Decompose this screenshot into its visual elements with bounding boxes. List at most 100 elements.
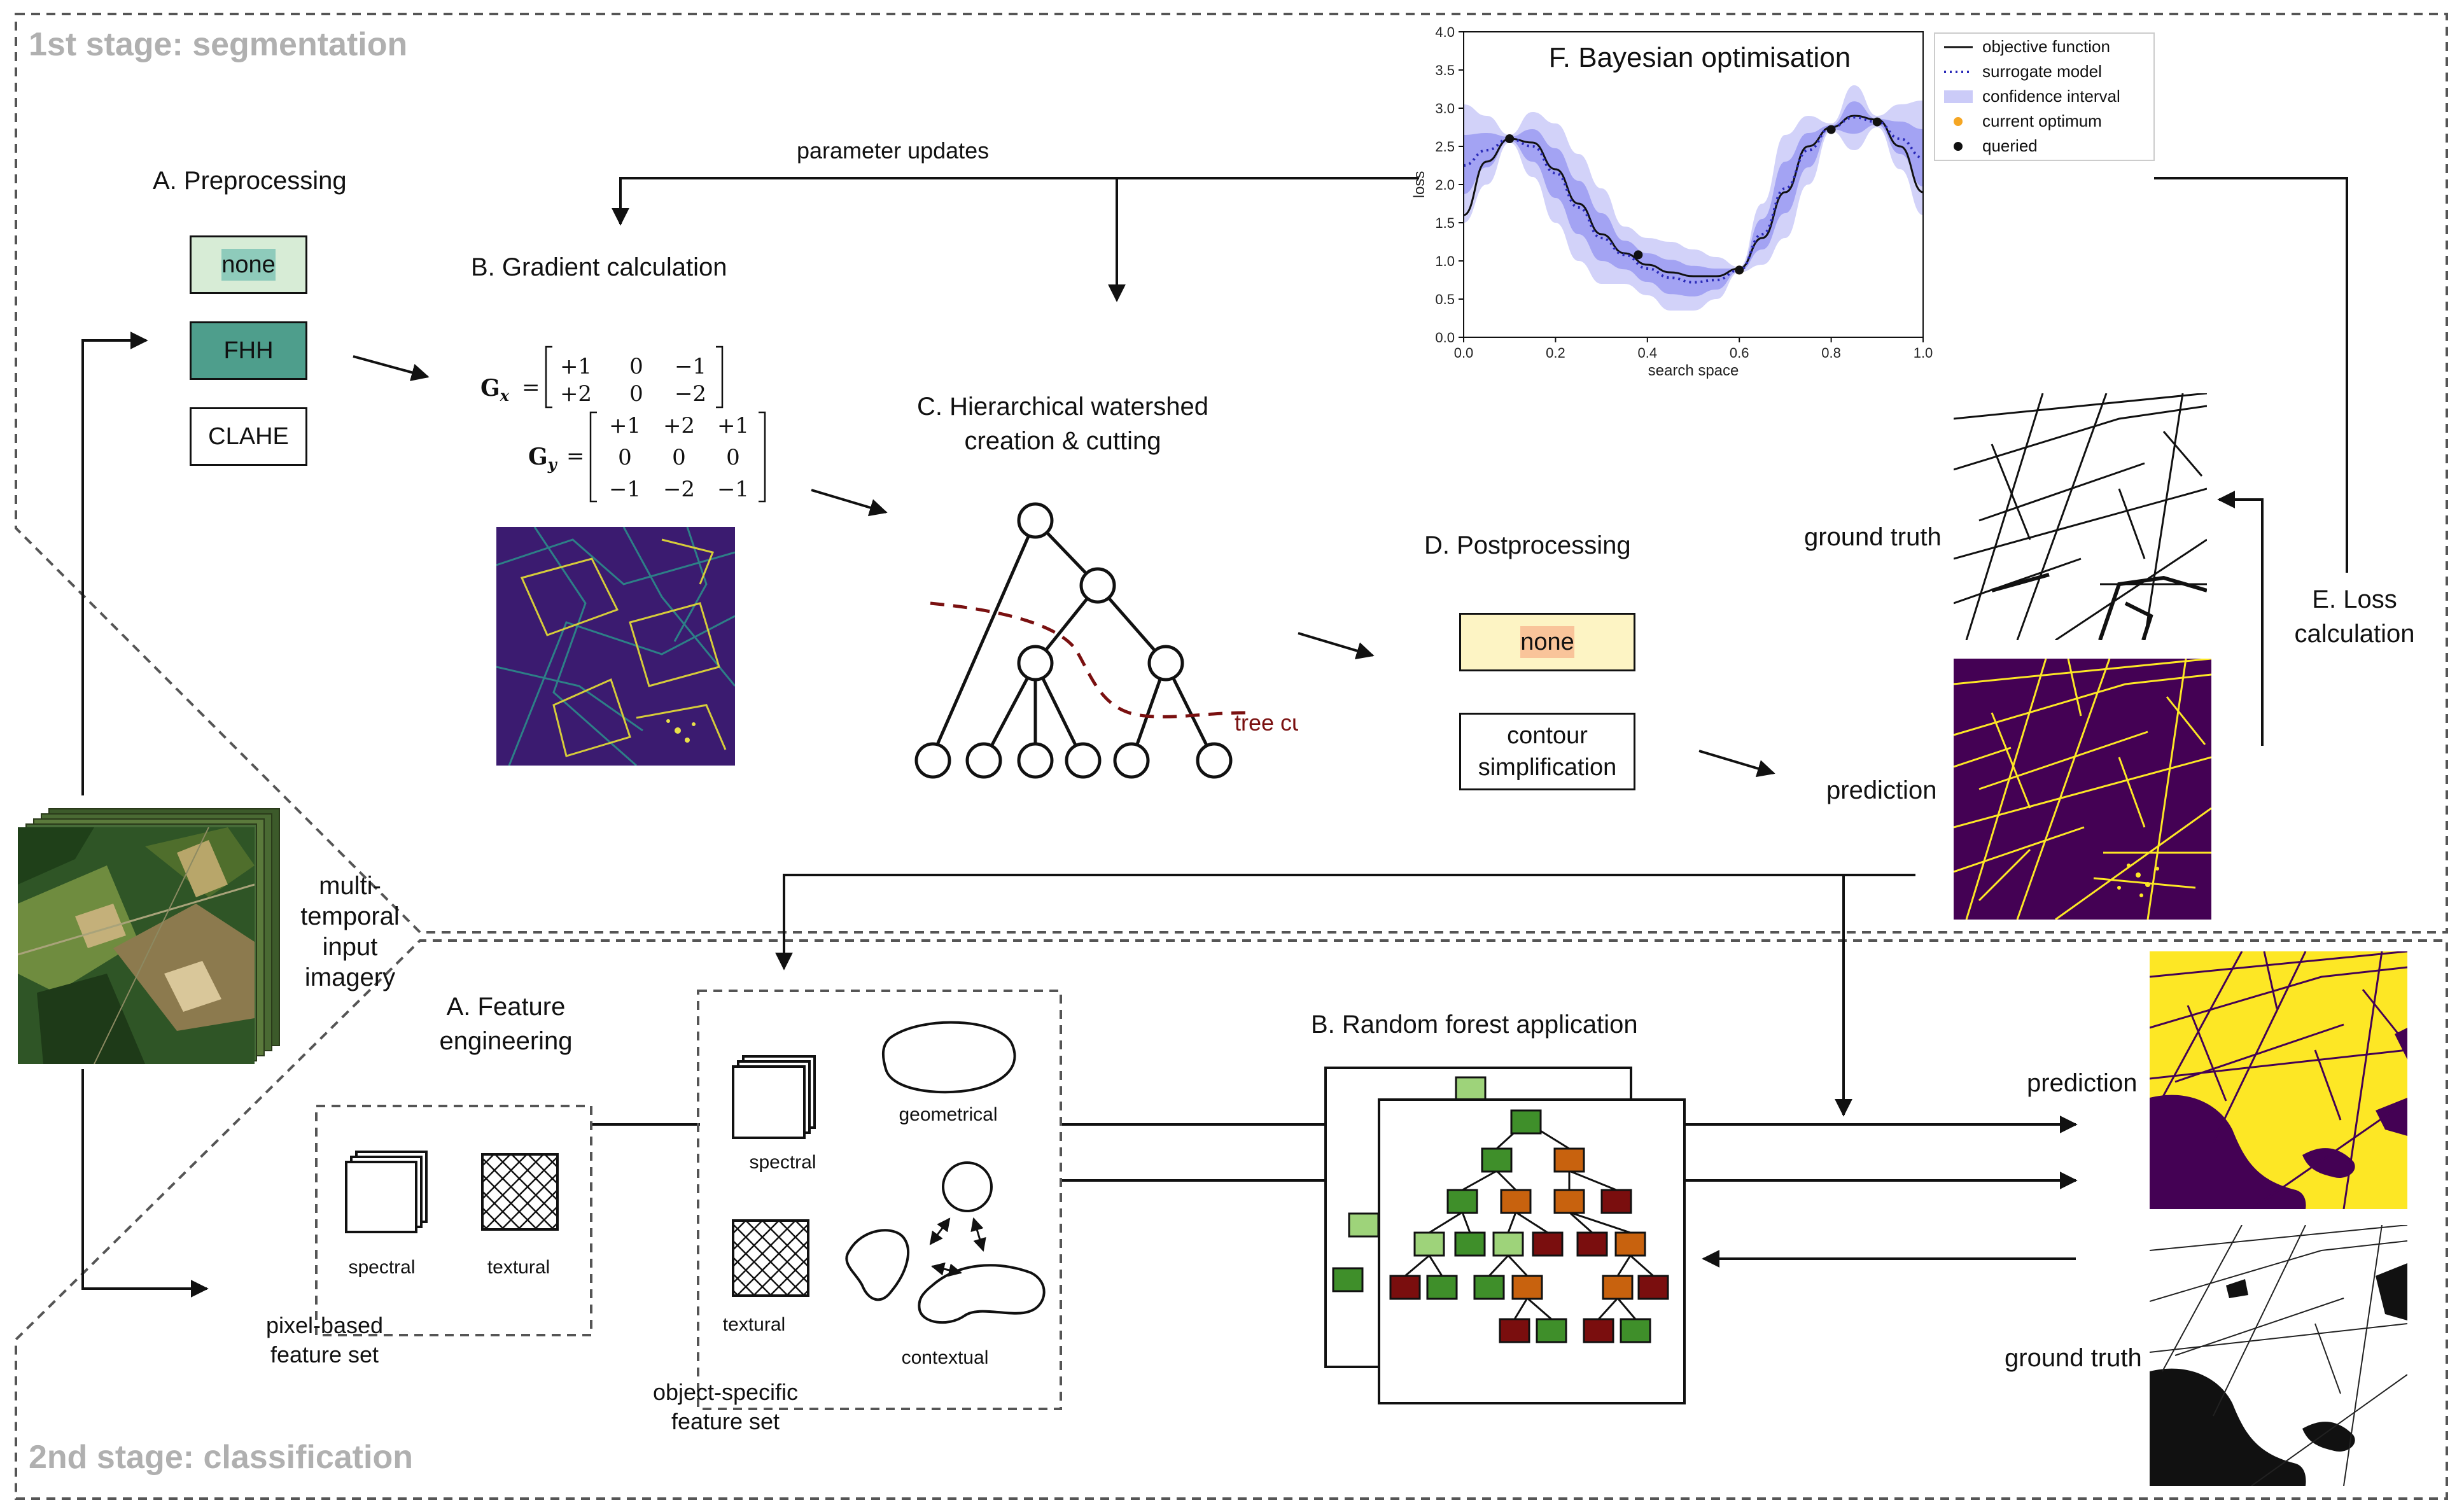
object-geometrical-label: geometrical <box>899 1104 998 1125</box>
tree-cut-line <box>930 601 1251 718</box>
queried-point <box>1505 134 1515 143</box>
parameter-updates-label: parameter updates <box>797 137 990 164</box>
x-tick-label: 0.2 <box>1546 345 1565 361</box>
preproc-option-label: FHH <box>223 337 274 364</box>
gy-cell: +1 <box>717 413 749 438</box>
arrow-input-to-preprocessing <box>81 332 148 795</box>
tree-node <box>1079 567 1116 604</box>
legend-entry: objective function <box>1982 37 2110 56</box>
legend-box <box>1934 32 2155 161</box>
seg-gt-label: ground truth <box>1804 523 1942 551</box>
input-label: multi- temporal input imagery <box>280 871 420 993</box>
spectral-icon <box>345 1151 428 1233</box>
arrow-param-updates <box>612 177 1419 226</box>
gx-symbol: Gx <box>480 375 510 405</box>
contextual-icon <box>845 1161 1046 1324</box>
watershed-tree: tree cut <box>914 502 1298 779</box>
gx-cell: −1 <box>675 354 706 379</box>
preproc-option-clahe[interactable]: CLAHE <box>190 407 307 466</box>
gy-cell: 0 <box>672 445 686 470</box>
preproc-option-fhh[interactable]: FHH <box>190 321 307 380</box>
post-option-none[interactable]: none <box>1459 613 1635 671</box>
legend-entry: current optimum <box>1982 111 2102 130</box>
arrow-seg-to-object-features <box>775 874 1915 970</box>
input-image <box>18 827 255 1064</box>
object-textural-label: textural <box>722 1314 786 1335</box>
object-feature-set-box <box>697 990 1062 1410</box>
gy-cell: −1 <box>609 477 641 502</box>
arrow-gradient-to-watershed <box>811 489 888 517</box>
class-gt-label: ground truth <box>2005 1344 2142 1372</box>
gx-cell: 0 <box>629 381 643 407</box>
y-tick-label: 3.0 <box>1435 101 1455 116</box>
tree-cut-label: tree cut <box>1235 710 1298 736</box>
gy-cell: 0 <box>618 445 632 470</box>
y-tick-label: 0.0 <box>1435 330 1455 346</box>
x-tick-label: 0.4 <box>1638 345 1658 361</box>
tree-leaf <box>965 742 1002 779</box>
random-forest-title: B. Random forest application <box>1311 1011 1638 1039</box>
object-set-title: object-specific feature set <box>630 1378 821 1436</box>
x-tick-label: 1.0 <box>1914 345 1933 361</box>
gy-cell: −1 <box>717 477 749 502</box>
loss-title: E. Loss calculation <box>2265 582 2444 651</box>
pixel-set-title: pixel-based feature set <box>242 1311 407 1369</box>
input-label-line: imagery <box>304 963 396 991</box>
seg-prediction-image <box>1954 659 2211 920</box>
queried-point <box>1634 250 1643 260</box>
arrow-watershed-to-post <box>1298 632 1375 660</box>
gx-cell: 0 <box>629 354 643 379</box>
line-loss-to-bayes <box>2154 177 2348 573</box>
arrow-post-to-prediction <box>1698 750 1775 778</box>
pixel-feature-set-box <box>315 1105 592 1336</box>
geometrical-icon <box>881 1021 1016 1094</box>
object-textural-icon <box>732 1219 809 1297</box>
gy-cell: +2 <box>663 413 695 438</box>
object-feature-icons <box>732 1021 1046 1324</box>
gx-equals: = <box>522 375 540 400</box>
x-tick-label: 0.0 <box>1454 345 1474 361</box>
input-label-line: multi- <box>319 872 381 900</box>
y-tick-label: 0.5 <box>1435 291 1455 307</box>
loss-title-line: calculation <box>2294 620 2415 648</box>
input-label-line: temporal <box>300 902 400 930</box>
loss-title-line: E. Loss <box>2312 585 2397 613</box>
gradient-image <box>496 527 735 766</box>
gy-cell: +1 <box>609 413 641 438</box>
post-option-contour[interactable]: contour simplification <box>1459 713 1635 790</box>
stage1-boundary <box>15 13 2448 934</box>
input-label-line: input <box>322 933 378 961</box>
watershed-title: C. Hierarchical watershed creation & cut… <box>878 389 1247 458</box>
feature-engineering-title: A. Feature engineering <box>407 990 605 1058</box>
confidence-band-inner <box>1464 101 1923 297</box>
tree-leaf <box>1017 742 1054 779</box>
arrow-loss-to-gt <box>2217 491 2264 746</box>
preproc-option-label: none <box>221 249 276 281</box>
tree-leaf <box>1113 742 1150 779</box>
object-spectral-icon <box>732 1055 816 1139</box>
queried-point <box>1872 117 1882 127</box>
pixel-set-title-line: pixel-based <box>265 1312 384 1338</box>
random-forest-diagram <box>1324 1067 1686 1404</box>
y-tick-label: 4.0 <box>1435 24 1455 40</box>
x-tick-label: 0.8 <box>1821 345 1841 361</box>
queried-point <box>1826 125 1836 134</box>
gx-cell: +2 <box>560 381 592 407</box>
chart-title: F. Bayesian optimisation <box>1549 42 1851 73</box>
legend-swatch <box>1954 117 1963 126</box>
object-contextual-label: contextual <box>901 1347 989 1368</box>
preproc-option-none[interactable]: none <box>190 235 307 294</box>
stage1-title: 1st stage: segmentation <box>29 26 408 63</box>
objective-function-line <box>1463 115 1924 277</box>
gy-equals: = <box>566 444 585 469</box>
watershed-title-line: creation & cutting <box>964 427 1161 455</box>
pixel-spectral-label: spectral <box>348 1257 416 1278</box>
stage2-title: 2nd stage: classification <box>29 1439 413 1476</box>
preproc-option-label: CLAHE <box>208 423 289 450</box>
legend-swatch <box>1944 90 1973 103</box>
x-tick-label: 0.6 <box>1730 345 1749 361</box>
legend-entry: surrogate model <box>1982 62 2102 81</box>
gradient-title: B. Gradient calculation <box>471 253 727 281</box>
y-axis-label: loss <box>1411 171 1428 199</box>
